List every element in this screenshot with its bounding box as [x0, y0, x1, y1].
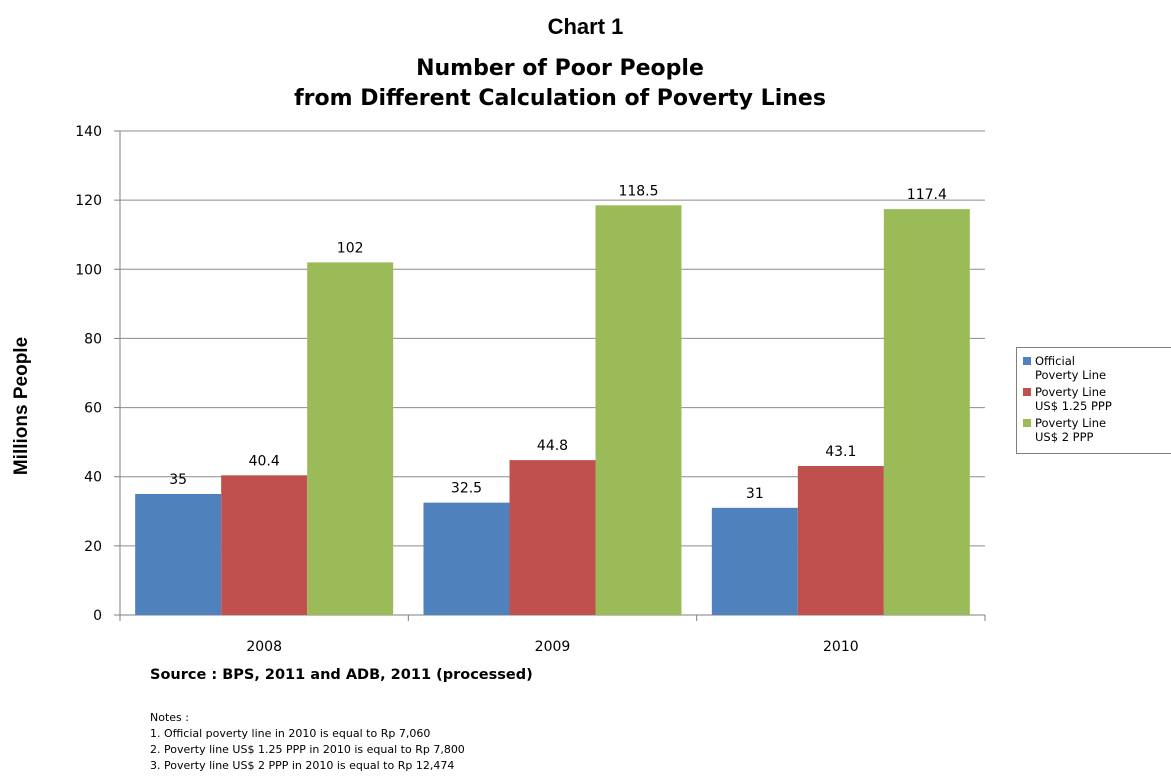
note-3: 3. Poverty line US$ 2 PPP in 2010 is equ… [150, 759, 455, 772]
y-tick-label-0: 0 [93, 608, 102, 624]
x-tick-label-2008: 2008 [246, 639, 282, 655]
legend-label-2: Poverty Line US$ 2 PPP [1035, 416, 1107, 444]
bar-chart: 0 20 40 60 80 100 120 140 35 40.4 102 2008 32.5 44.8 1… [75, 124, 986, 655]
data-label-2010-series-1: 43.1 [825, 444, 856, 460]
bar-2009-series-0 [423, 502, 510, 615]
legend-label-0: Official Poverty Line [1035, 354, 1107, 382]
y-tick-label-100: 100 [75, 262, 102, 278]
data-label-2009-series-1: 44.8 [537, 438, 568, 454]
note-2: 2. Poverty line US$ 1.25 PPP in 2010 is … [150, 743, 465, 756]
legend-item-2: Poverty Line US$ 2 PPP [1023, 416, 1171, 444]
data-label-2008-series-1: 40.4 [249, 453, 280, 469]
legend: Official Poverty Line Poverty Line US$ 1.… [1016, 347, 1171, 454]
chart-label: Chart 1 [547, 14, 624, 39]
bar-2008-series-2 [307, 262, 394, 615]
chart-title-line-1: Number of Poor People [416, 56, 704, 81]
bar-2010-series-2 [883, 209, 970, 616]
y-tick-label-20: 20 [84, 539, 102, 555]
legend-swatch-2 [1023, 419, 1031, 427]
bar-2010-series-0 [711, 507, 798, 615]
y-tick-label-60: 60 [84, 401, 102, 417]
legend-item-1: Poverty Line US$ 1.25 PPP [1023, 385, 1171, 413]
legend-item-0: Official Poverty Line [1023, 354, 1171, 382]
legend-label-1: Poverty Line US$ 1.25 PPP [1035, 385, 1112, 413]
data-label-2010-series-2: 117.4 [907, 187, 947, 203]
bar-2010-series-1 [797, 465, 884, 615]
x-tick-label-2009: 2009 [535, 639, 571, 655]
x-tick-label-2010: 2010 [823, 639, 859, 655]
data-label-2010-series-0: 31 [746, 486, 764, 502]
note-1: 1. Official poverty line in 2010 is equa… [150, 727, 431, 740]
data-label-2009-series-0: 32.5 [451, 481, 482, 497]
bar-2009-series-1 [509, 460, 596, 615]
legend-swatch-0 [1023, 357, 1031, 365]
bar-2009-series-2 [595, 205, 682, 616]
legend-swatch-1 [1023, 388, 1031, 396]
y-tick-label-140: 140 [75, 124, 102, 140]
notes-heading: Notes : [150, 711, 189, 724]
y-tick-label-120: 120 [75, 193, 102, 209]
notes: Notes : 1. Official poverty line in 2010… [150, 710, 465, 774]
bar-2008-series-0 [135, 494, 222, 615]
y-tick-label-80: 80 [84, 331, 102, 347]
data-label-2008-series-0: 35 [169, 472, 187, 488]
y-tick-label-40: 40 [84, 470, 102, 486]
data-label-2008-series-2: 102 [337, 240, 364, 256]
data-label-2009-series-2: 118.5 [618, 183, 658, 199]
source-note: Source : BPS, 2011 and ADB, 2011 (proces… [150, 667, 533, 683]
bar-2008-series-1 [221, 475, 308, 615]
chart-title-line-2: from Different Calculation of Poverty Li… [294, 86, 826, 111]
